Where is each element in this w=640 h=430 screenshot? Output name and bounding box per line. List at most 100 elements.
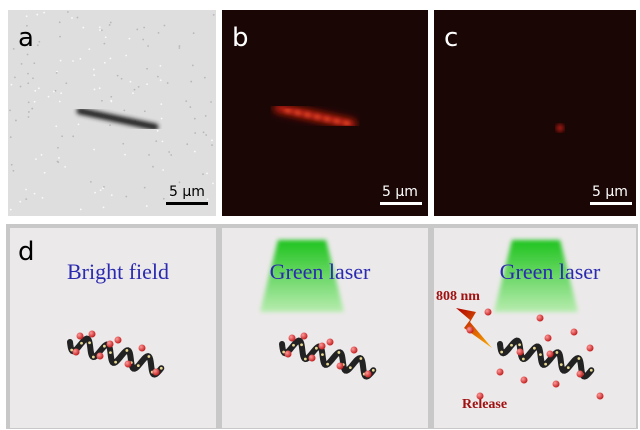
gold-dot xyxy=(91,355,95,359)
bead xyxy=(288,334,296,342)
gold-dot xyxy=(88,341,91,345)
speckle xyxy=(166,82,169,84)
speckle xyxy=(47,95,50,98)
speckle xyxy=(88,48,91,51)
speckle xyxy=(125,195,128,198)
bead xyxy=(350,346,358,354)
gold-dot xyxy=(539,353,542,356)
gold-dot xyxy=(80,341,83,345)
speckle xyxy=(76,16,79,19)
speckle xyxy=(157,31,160,34)
speckle xyxy=(120,77,123,80)
speckle xyxy=(129,80,132,83)
speckle xyxy=(19,85,22,88)
speckle xyxy=(110,95,113,98)
speckle xyxy=(202,131,205,134)
speckle xyxy=(33,62,36,65)
micrograph-b xyxy=(222,10,428,216)
speckle xyxy=(146,83,148,86)
helices xyxy=(67,308,604,400)
speckle xyxy=(169,195,172,198)
speckle xyxy=(178,47,181,49)
speckle xyxy=(58,157,60,159)
gold-dot xyxy=(555,351,559,354)
micrograph-a xyxy=(8,10,216,216)
lightning-icon xyxy=(456,308,492,348)
speckle xyxy=(93,88,96,91)
bead xyxy=(76,332,84,340)
released-bead xyxy=(536,314,544,322)
speckle xyxy=(136,28,139,31)
speckle xyxy=(159,64,162,67)
gold-dot xyxy=(300,343,303,347)
speckle xyxy=(89,180,92,183)
speckle xyxy=(56,160,59,163)
panel-label: b xyxy=(232,23,249,53)
speckle xyxy=(147,45,149,47)
gold-dot xyxy=(566,366,570,370)
gold-dot xyxy=(510,343,513,347)
speckle xyxy=(156,75,159,78)
speckle xyxy=(98,26,101,29)
speckle xyxy=(102,187,104,190)
laser-beam xyxy=(260,240,344,312)
gold-dot xyxy=(292,343,295,347)
speckle xyxy=(148,153,150,156)
speckle xyxy=(128,37,131,40)
speckle xyxy=(110,100,113,103)
speckle xyxy=(110,194,113,196)
speckle xyxy=(79,208,82,211)
speckle xyxy=(206,172,208,175)
bead xyxy=(300,332,308,340)
bead xyxy=(152,368,160,376)
speckle xyxy=(92,68,95,71)
speckle xyxy=(43,11,46,14)
speckle xyxy=(185,100,188,103)
speckle xyxy=(65,82,68,85)
bead xyxy=(106,340,114,348)
speckle xyxy=(26,24,28,27)
speckle xyxy=(60,92,63,95)
gold-dot xyxy=(500,350,504,354)
speckle xyxy=(108,24,111,26)
speckle xyxy=(99,29,101,31)
speckle xyxy=(77,123,80,126)
gold-dot xyxy=(348,366,352,370)
gold-dot xyxy=(321,353,324,356)
subpanel-title: Bright field xyxy=(67,259,169,284)
speckle xyxy=(123,109,126,112)
speckle xyxy=(103,42,106,45)
speckle xyxy=(142,38,145,41)
panel-label: c xyxy=(444,23,458,53)
gold-dot xyxy=(371,368,375,372)
gold-dot xyxy=(114,360,118,364)
speckle xyxy=(204,115,207,117)
speckle xyxy=(59,59,62,62)
speckle xyxy=(15,119,17,122)
speckle xyxy=(203,76,206,79)
speckle xyxy=(202,173,204,176)
scale-bar-label: 5 µm xyxy=(592,184,628,200)
speckle xyxy=(58,21,61,24)
speckle xyxy=(12,48,15,50)
speckle xyxy=(25,198,28,201)
speckle xyxy=(27,82,30,85)
speckle xyxy=(116,74,119,77)
scale-bar xyxy=(590,202,632,205)
speckle xyxy=(155,140,158,143)
gold-dot xyxy=(125,349,129,352)
speckle xyxy=(79,57,82,60)
speckle xyxy=(190,80,193,83)
nanorod xyxy=(76,107,159,131)
speckle xyxy=(36,44,39,47)
released-bead xyxy=(552,380,560,388)
speckle xyxy=(40,153,43,156)
speckle xyxy=(186,143,189,146)
speckle xyxy=(54,89,57,92)
gold-dot xyxy=(326,362,330,366)
speckle xyxy=(160,117,163,120)
speckle xyxy=(191,64,194,67)
speckle xyxy=(156,129,159,132)
speckle xyxy=(161,140,164,143)
speckle xyxy=(98,87,101,90)
